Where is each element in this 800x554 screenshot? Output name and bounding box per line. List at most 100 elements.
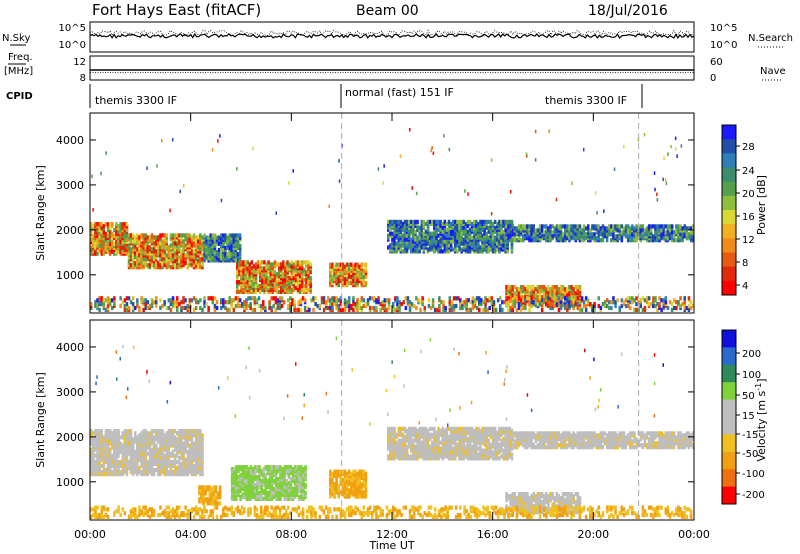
data-cell: [639, 224, 642, 229]
data-cell: [614, 303, 617, 309]
data-cell: [140, 441, 143, 446]
data-cell: [144, 470, 147, 475]
data-cell: [190, 451, 194, 456]
data-cell: [421, 296, 424, 301]
data-cell: [115, 230, 118, 235]
data-cell: [98, 222, 101, 227]
data-cell: [119, 226, 122, 231]
data-cell: [312, 307, 315, 312]
data-cell: [478, 300, 481, 305]
data-cell: [144, 429, 147, 434]
data-cell: [484, 302, 487, 307]
data-cell: [551, 302, 554, 307]
data-cell: [290, 264, 293, 269]
data-cell: [148, 235, 152, 240]
data-cell: [167, 435, 171, 440]
data-cell: [203, 247, 206, 253]
data-cell: [603, 300, 607, 305]
data-cell: [675, 305, 678, 311]
data-cell: [184, 233, 187, 238]
data-cell: [445, 247, 449, 252]
data-cell: [290, 274, 293, 279]
colorbar-segment: [722, 266, 736, 282]
data-cell: [681, 302, 684, 307]
data-cell: [452, 239, 455, 244]
data-cell: [538, 224, 542, 229]
data-cell: [96, 298, 99, 303]
data-cell: [131, 447, 135, 452]
data-cell: [269, 262, 272, 267]
data-cell: [176, 431, 179, 436]
data-cell: [473, 298, 477, 303]
data-cell: [203, 258, 206, 263]
data-cell: [450, 307, 454, 312]
data-cell: [215, 250, 219, 255]
data-cell: [673, 230, 676, 235]
data-cell: [572, 287, 575, 292]
data-cell: [211, 147, 214, 152]
data-cell: [458, 225, 461, 230]
data-cell: [233, 496, 236, 501]
data-cell: [134, 235, 137, 240]
data-cell: [275, 211, 277, 215]
data-cell: [673, 305, 676, 311]
data-cell: [207, 239, 210, 244]
data-cell: [228, 241, 231, 246]
data-cell: [252, 264, 256, 269]
data-cell: [576, 305, 580, 311]
data-cell: [685, 232, 689, 237]
data-cell: [266, 490, 270, 495]
data-cell: [394, 296, 397, 301]
data-cell: [176, 300, 179, 305]
data-cell: [522, 295, 525, 300]
data-cell: [432, 151, 435, 155]
data-cell: [113, 429, 116, 434]
data-cell: [447, 249, 451, 254]
data-cell: [224, 300, 227, 305]
data-cell: [580, 228, 584, 233]
data-cell: [111, 298, 114, 303]
data-cell: [631, 232, 634, 237]
data-cell: [603, 303, 607, 309]
data-cell: [399, 247, 403, 252]
data-cell: [148, 245, 152, 250]
cpid-label: CPID: [6, 91, 33, 102]
data-cell: [119, 245, 122, 250]
data-cell: [379, 302, 382, 307]
data-cell: [624, 234, 628, 239]
data-cell: [239, 473, 242, 478]
data-cell: [431, 146, 433, 150]
data-cell: [393, 223, 396, 228]
data-cell: [454, 296, 458, 301]
data-cell: [113, 437, 116, 442]
data-cell: [186, 233, 189, 238]
data-cell: [205, 302, 208, 307]
data-cell: [296, 276, 300, 281]
data-cell: [551, 230, 554, 235]
data-cell: [683, 296, 686, 301]
data-cell: [138, 257, 141, 262]
data-cell: [178, 461, 181, 466]
data-cell: [244, 260, 247, 265]
data-cell: [352, 302, 355, 307]
data-cell: [500, 229, 503, 234]
data-cell: [115, 459, 118, 464]
colorbar-segment: [722, 195, 736, 211]
data-cell: [660, 307, 663, 312]
data-cell: [108, 251, 112, 256]
data-cell: [572, 303, 575, 309]
data-cell: [115, 429, 118, 434]
data-cell: [493, 235, 497, 240]
data-cell: [532, 236, 535, 241]
data-cell: [524, 305, 527, 311]
data-cell: [163, 472, 166, 477]
data-cell: [264, 477, 267, 482]
data-cell: [148, 447, 152, 452]
data-cell: [255, 298, 259, 303]
data-cell: [243, 494, 246, 499]
data-cell: [329, 298, 332, 303]
data-cell: [150, 429, 154, 434]
data-cell: [599, 230, 603, 235]
data-cell: [637, 138, 640, 142]
data-cell: [205, 247, 208, 253]
